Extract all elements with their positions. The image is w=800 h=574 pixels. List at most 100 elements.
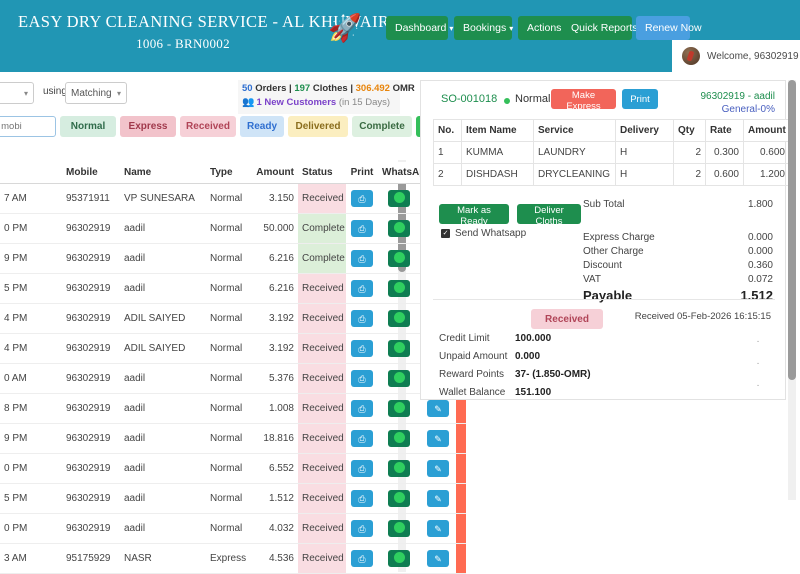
print-icon[interactable]: ⎙: [351, 400, 373, 417]
whatsapp-icon[interactable]: [388, 490, 410, 507]
cell-name: aadil: [120, 363, 206, 394]
mark-as-ready-button[interactable]: Mark as Ready: [439, 204, 509, 227]
filter-pill-express[interactable]: Express: [120, 116, 176, 137]
print-icon[interactable]: ⎙: [351, 460, 373, 477]
renew-now-button[interactable]: Renew Now: [636, 16, 702, 40]
whatsapp-icon[interactable]: [388, 250, 410, 267]
table-row[interactable]: 4 PM 96302919 ADIL SAIYED Normal 3.192 Receiv…: [0, 303, 466, 334]
cell-name: aadil: [120, 423, 206, 454]
whatsapp-icon[interactable]: [388, 340, 410, 357]
table-row[interactable]: 4 PM 96302919 ADIL SAIYED Normal 3.192 Receiv…: [0, 333, 466, 364]
cell-status: Received: [298, 183, 346, 214]
page-scrollbar-thumb[interactable]: [788, 80, 796, 380]
table-row[interactable]: 8 PM 96302919 aadil Normal 1.008 Received ⎙ ✎: [0, 393, 466, 424]
edit-details-icon[interactable]: ✎: [427, 400, 449, 417]
cell-name: aadil: [120, 513, 206, 544]
cell-service: DRYCLEANING: [533, 163, 616, 186]
nav-quick-reports-button[interactable]: Quick Reports▾: [562, 16, 645, 40]
table-row[interactable]: 9 PM 96302919 aadil Normal 18.816 Received ⎙ ✎: [0, 423, 466, 454]
cell-name: aadil: [120, 213, 206, 244]
deliver-cloths-button[interactable]: Deliver Cloths: [517, 204, 581, 227]
table-row[interactable]: 0 PM 96302919 aadil Normal 6.552 Received ⎙ ✎: [0, 453, 466, 484]
table-row[interactable]: 5 PM 96302919 aadil Normal 1.512 Received ⎙ ✎: [0, 483, 466, 514]
whatsapp-icon[interactable]: [388, 520, 410, 537]
print-icon[interactable]: ⎙: [351, 190, 373, 207]
print-icon[interactable]: ⎙: [351, 250, 373, 267]
print-icon[interactable]: ⎙: [351, 370, 373, 387]
print-icon[interactable]: ⎙: [351, 280, 373, 297]
print-button[interactable]: Print: [622, 89, 658, 109]
col-time: [0, 162, 62, 184]
cell-status: Complete: [298, 213, 346, 244]
print-icon[interactable]: ⎙: [351, 310, 373, 327]
print-icon[interactable]: ⎙: [351, 340, 373, 357]
whatsapp-icon[interactable]: [388, 370, 410, 387]
edit-details-icon[interactable]: ✎: [427, 550, 449, 567]
filter-pill-ready[interactable]: Ready: [240, 116, 284, 137]
status-filter-row: Normal Express Received Ready Delivered …: [0, 116, 446, 140]
print-icon[interactable]: ⎙: [351, 550, 373, 567]
cell-mobile: 96302919: [62, 243, 120, 274]
brand-title: EASY DRY CLEANING SERVICE - AL KHUWAIR: [18, 12, 390, 31]
new-customers-period: (in 15 Days): [338, 97, 391, 108]
checkbox-checked-icon[interactable]: ✓: [441, 229, 450, 238]
whatsapp-icon[interactable]: [388, 460, 410, 477]
cell-status: Received: [298, 543, 346, 574]
matching-mode-select[interactable]: Matching ▾: [65, 82, 127, 104]
make-express-button[interactable]: Make Express: [551, 89, 616, 112]
user-menu[interactable]: Welcome, 96302919 ▾: [672, 40, 800, 72]
edit-details-icon[interactable]: ✎: [427, 430, 449, 447]
nav-dashboard-button[interactable]: Dashboard ▾: [386, 16, 453, 40]
filter-pill-complete[interactable]: Complete: [352, 116, 412, 137]
table-row[interactable]: 3 AM 95175929 NASR Express 4.536 Received ⎙ ✎: [0, 543, 466, 574]
whatsapp-icon[interactable]: [388, 220, 410, 237]
cell-status: Received: [298, 483, 346, 514]
welcome-label: Welcome, 96302919: [707, 50, 799, 62]
filter-pill-normal[interactable]: Normal: [60, 116, 116, 137]
whatsapp-icon[interactable]: [388, 190, 410, 207]
search-field-select[interactable]: thing ▾: [0, 82, 34, 104]
send-whatsapp-checkbox-row[interactable]: ✓ Send Whatsapp: [441, 228, 526, 239]
order-item-row[interactable]: 1 KUMMA LAUNDRY H 2 0.300 0.600: [433, 141, 790, 164]
nav-actions-button[interactable]: Actions▾: [518, 16, 570, 40]
order-items-header-row: No. Item Name Service Delivery Qty Rate …: [433, 119, 790, 142]
filter-pill-received[interactable]: Received: [180, 116, 236, 137]
orders-table: Mobile Name Type Amount Status Print Wha…: [0, 162, 466, 574]
cell-amount: 5.376: [250, 363, 298, 394]
edit-details-icon[interactable]: ✎: [427, 490, 449, 507]
search-input[interactable]: [0, 116, 56, 137]
nav-bookings-button[interactable]: Bookings ▾: [454, 16, 513, 40]
whatsapp-icon[interactable]: [388, 400, 410, 417]
edit-details-icon[interactable]: ✎: [427, 520, 449, 537]
table-row[interactable]: 7 AM 95371911 VP SUNESARA Normal 3.150 Receiv…: [0, 183, 466, 214]
print-icon[interactable]: ⎙: [351, 520, 373, 537]
print-icon[interactable]: ⎙: [351, 430, 373, 447]
print-icon[interactable]: ⎙: [351, 220, 373, 237]
cell-amount: 6.552: [250, 453, 298, 484]
print-icon[interactable]: ⎙: [351, 490, 373, 507]
customer-info-value: 0.000: [515, 351, 541, 362]
chevron-down-icon: ▾: [449, 24, 454, 33]
cell-time: 9 PM: [0, 243, 62, 274]
cell-rate: 0.600: [705, 163, 744, 186]
whatsapp-icon[interactable]: [388, 310, 410, 327]
customer-name: 96302919 - aadil: [700, 91, 775, 102]
status-badge[interactable]: Received: [531, 309, 603, 329]
clothes-count: 197: [294, 83, 311, 94]
order-items-body: 1 KUMMA LAUNDRY H 2 0.300 0.600 2 DISHDASH DRYCLE…: [433, 141, 790, 186]
cell-mobile: 96302919: [62, 393, 120, 424]
order-item-row[interactable]: 2 DISHDASH DRYCLEANING H 2 0.600 1.200: [433, 163, 790, 186]
edit-details-icon[interactable]: ✎: [427, 460, 449, 477]
total-row: Express Charge 0.000: [583, 232, 773, 243]
whatsapp-icon[interactable]: [388, 280, 410, 297]
customer-info-row: Unpaid Amount 0.000: [439, 351, 669, 362]
whatsapp-icon[interactable]: [388, 430, 410, 447]
table-row[interactable]: 0 PM 96302919 aadil Normal 4.032 Received ⎙ ✎: [0, 513, 466, 544]
filter-pill-delivered[interactable]: Delivered: [288, 116, 348, 137]
whatsapp-icon[interactable]: [388, 550, 410, 567]
brand-subtitle: 1006 - BRN0002: [136, 36, 230, 51]
